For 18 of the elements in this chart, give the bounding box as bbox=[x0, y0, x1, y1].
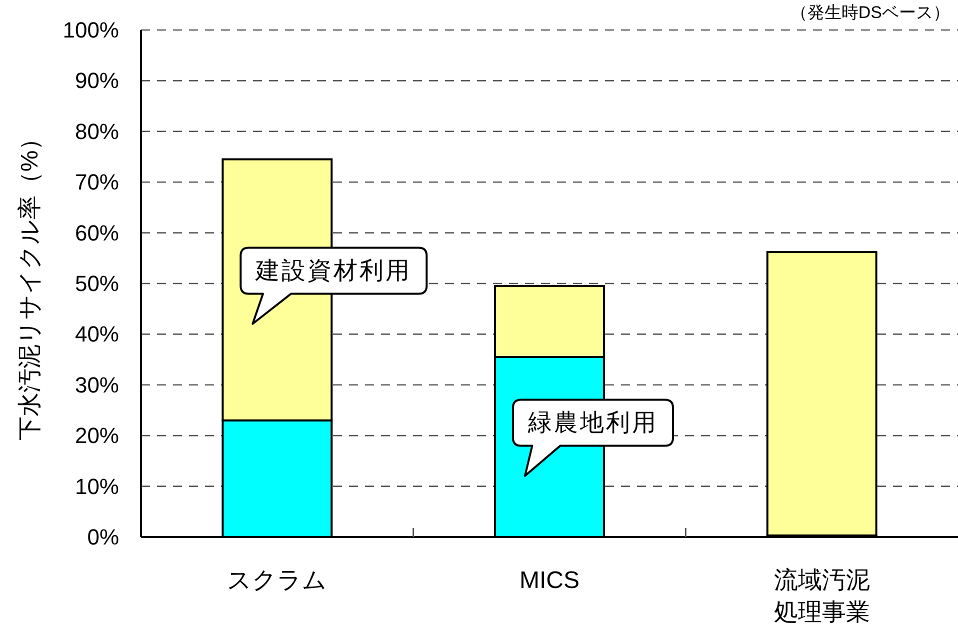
y-tick-label: 80% bbox=[74, 118, 119, 144]
y-tick-label: 0% bbox=[87, 524, 119, 550]
y-tick-label: 20% bbox=[74, 423, 119, 448]
y-tick-label: 10% bbox=[74, 474, 119, 499]
x-tick-label: MICS bbox=[520, 567, 580, 594]
y-tick-label: 40% bbox=[74, 322, 119, 347]
y-tick-label: 30% bbox=[74, 372, 119, 398]
series-label: 緑農地利用 bbox=[526, 409, 658, 436]
x-tick-label: 流域汚泥処理事業 bbox=[774, 567, 870, 626]
series-label: 建設資材利用 bbox=[254, 257, 412, 284]
y-axis-title: 下水汚泥リサイクル率（%） bbox=[16, 126, 44, 441]
y-tick-label: 100% bbox=[62, 18, 119, 42]
y-tick-label: 70% bbox=[74, 170, 119, 195]
y-tick-label: 60% bbox=[74, 220, 119, 246]
y-tick-label: 90% bbox=[74, 68, 119, 94]
x-tick-label: スクラム bbox=[227, 567, 328, 594]
text: （発生時DSベース） bbox=[790, 3, 950, 22]
y-tick-label: 50% bbox=[74, 271, 119, 296]
